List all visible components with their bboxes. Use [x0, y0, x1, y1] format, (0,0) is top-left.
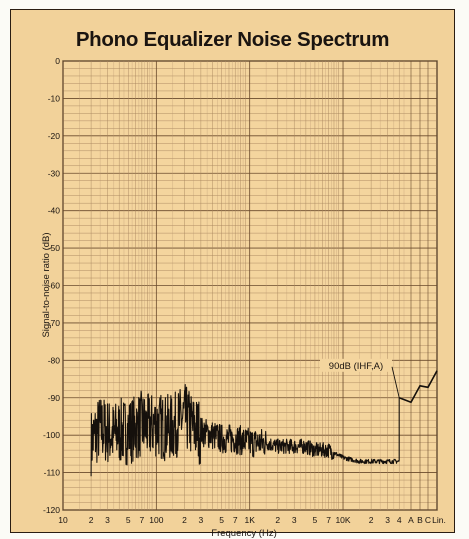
y-tick-label: -110 — [44, 468, 61, 478]
x-tick-label: 5 — [313, 515, 318, 525]
chart-title: Phono Equalizer Noise Spectrum — [75, 28, 390, 51]
x-tick-label: 2 — [275, 515, 280, 525]
y-axis-label: Signal-to-noise ratio (dB) — [41, 232, 52, 337]
y-tick-label: -40 — [48, 206, 61, 216]
x-tick-label: 7 — [140, 515, 145, 525]
x-tick-label: 4 — [397, 515, 402, 525]
x-tick-label: 10K — [335, 515, 350, 525]
x-tick-label: 7 — [233, 515, 238, 525]
y-tick-label: 0 — [55, 56, 60, 66]
y-tick-label: -90 — [48, 393, 61, 403]
x-tick-label: 2 — [182, 515, 187, 525]
y-tick-label: -80 — [48, 355, 61, 365]
x-tick-label: 3 — [105, 515, 110, 525]
x-tick-label: 2 — [369, 515, 374, 525]
x-tick-label: 10 — [58, 515, 68, 525]
x-tick-label: 1K — [244, 515, 255, 525]
x-tick-label: 3 — [292, 515, 297, 525]
x-tick-label: 5 — [126, 515, 131, 525]
y-tick-label: -20 — [48, 131, 61, 141]
x-tick-label: 100 — [149, 515, 163, 525]
x-tick-label: 7 — [326, 515, 331, 525]
weighting-label: Lin. — [432, 515, 446, 525]
spectrum-line — [90, 384, 400, 477]
y-tick-label: -120 — [43, 505, 60, 515]
weighting-label: C — [425, 515, 431, 525]
annotation-text: 90dB (IHF,A) — [329, 361, 383, 372]
x-tick-label: 2 — [89, 515, 94, 525]
y-tick-label: -30 — [48, 168, 61, 178]
y-tick-label: -70 — [48, 318, 61, 328]
y-tick-label: -10 — [48, 93, 61, 103]
weighted-levels-line — [398, 370, 438, 404]
weighting-label: B — [417, 515, 423, 525]
y-tick-label: -60 — [48, 281, 61, 291]
annotation: 90dB (IHF,A) — [320, 358, 400, 398]
annotation-leader — [391, 366, 400, 398]
annotation-bg — [320, 358, 392, 372]
weighting-label: A — [408, 515, 414, 525]
x-ticks: 10 2 3 5 7 100 2 3 5 7 1K 2 3 5 7 10K 2 3 4 — [58, 515, 402, 525]
x-tick-label: 3 — [385, 515, 390, 525]
y-tick-label: -50 — [48, 243, 61, 253]
x-axis-label: Frequency (Hz) — [211, 528, 276, 539]
x-tick-label: 5 — [219, 515, 224, 525]
x-tick-label: 3 — [199, 515, 204, 525]
weighting-ticks: A B C Lin. — [408, 515, 446, 525]
y-ticks: 0 -10 -20 -30 -40 -50 -60 -70 -80 -90 -100 -110 -120 — [43, 56, 60, 515]
y-tick-label: -100 — [43, 430, 60, 440]
